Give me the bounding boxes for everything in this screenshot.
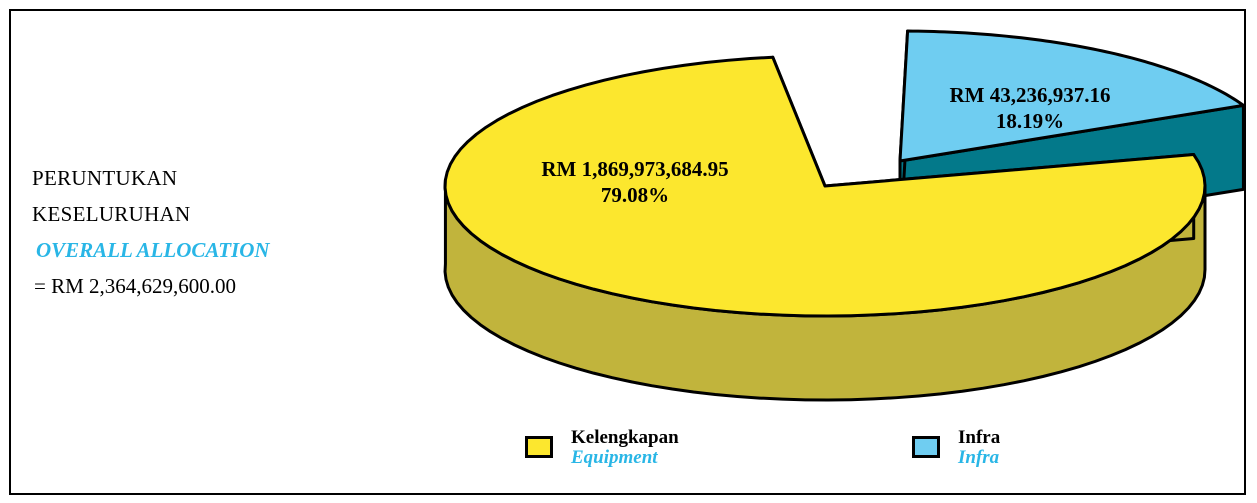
caption-line-2: KESELURUHAN: [32, 202, 191, 226]
slice-value-equipment: RM 1,869,973,684.95: [541, 157, 728, 181]
legend-label-equipment: Kelengkapan: [571, 427, 679, 448]
legend-swatch-equipment: [525, 436, 553, 458]
slice-value-infra: RM 43,236,937.16: [950, 83, 1111, 107]
pie-slice-equipment: [443, 55, 1207, 402]
caption-english: OVERALL ALLOCATION: [36, 238, 270, 262]
legend-swatch-infra: [912, 436, 940, 458]
legend-sublabel-infra: Infra: [958, 447, 1000, 468]
legend-label-infra: Infra: [958, 427, 1001, 448]
legend-item-infra: Infra Infra: [912, 428, 1000, 468]
slice-percent-equipment: 79.08%: [601, 183, 669, 207]
legend-item-equipment: Kelengkapan Equipment: [525, 428, 679, 468]
pie-top-equipment: [443, 55, 1207, 318]
caption-total: = RM 2,364,629,600.00: [34, 274, 237, 298]
caption-line-1: PERUNTUKAN: [32, 166, 178, 190]
pie-slices: [443, 29, 1245, 402]
pie-top-infra: [898, 29, 1245, 163]
allocation-caption: PERUNTUKAN KESELURUHAN OVERALL ALLOCATIO…: [32, 160, 270, 304]
legend-sublabel-equipment: Equipment: [571, 447, 658, 468]
slice-percent-infra: 18.19%: [996, 109, 1064, 133]
